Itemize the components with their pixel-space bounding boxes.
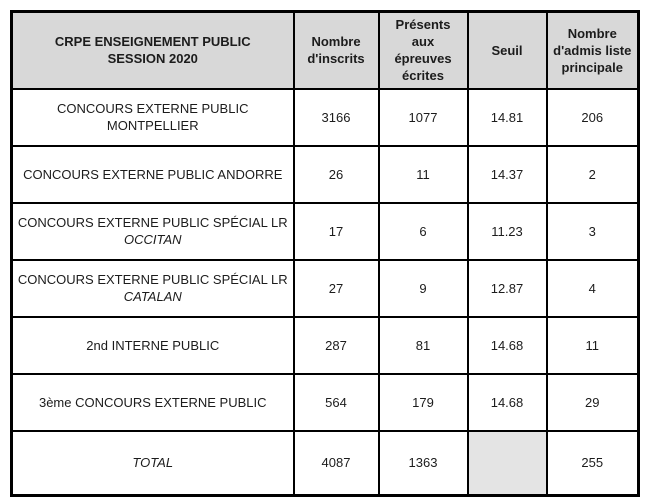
cell-inscrits: 26 <box>292 144 380 204</box>
row-label-cell: CONCOURS EXTERNE PUBLIC MONTPELLIER <box>10 87 295 147</box>
cell-seuil: 11.23 <box>466 201 548 261</box>
row-label-line2: CATALAN <box>123 289 182 305</box>
total-cell-presents: 1363 <box>377 429 469 497</box>
cell-inscrits: 27 <box>292 258 380 318</box>
total-cell-admis: 255 <box>545 429 640 497</box>
cell-seuil: 14.81 <box>466 87 548 147</box>
row-label-cell: CONCOURS EXTERNE PUBLIC SPÉCIAL LR OCCIT… <box>10 201 295 261</box>
row-label-cell: CONCOURS EXTERNE PUBLIC SPÉCIAL LR CATAL… <box>10 258 295 318</box>
column-header-admis: Nombre d'admis liste principale <box>545 10 640 90</box>
cell-inscrits: 3166 <box>292 87 380 147</box>
table-header-row: CRPE ENSEIGNEMENT PUBLIC SESSION 2020 No… <box>10 10 640 90</box>
total-cell-inscrits: 4087 <box>292 429 380 497</box>
column-header-inscrits: Nombre d'inscrits <box>292 10 380 90</box>
cell-admis: 4 <box>545 258 640 318</box>
cell-presents: 6 <box>377 201 469 261</box>
cell-admis: 11 <box>545 315 640 375</box>
cell-inscrits: 287 <box>292 315 380 375</box>
table-row-special-lr-occitan: CONCOURS EXTERNE PUBLIC SPÉCIAL LR OCCIT… <box>10 201 640 261</box>
table-row-3eme-concours: 3ème CONCOURS EXTERNE PUBLIC 564 179 14.… <box>10 372 640 432</box>
row-label-line1: CONCOURS EXTERNE PUBLIC SPÉCIAL LR <box>17 271 288 287</box>
column-header-seuil: Seuil <box>466 10 548 90</box>
cell-presents: 81 <box>377 315 469 375</box>
cell-admis: 29 <box>545 372 640 432</box>
row-label-cell: CONCOURS EXTERNE PUBLIC ANDORRE <box>10 144 295 204</box>
table-row-special-lr-catalan: CONCOURS EXTERNE PUBLIC SPÉCIAL LR CATAL… <box>10 258 640 318</box>
cell-inscrits: 564 <box>292 372 380 432</box>
cell-seuil: 12.87 <box>466 258 548 318</box>
row-label-line1: CONCOURS EXTERNE PUBLIC ANDORRE <box>23 166 283 182</box>
cell-seuil: 14.68 <box>466 315 548 375</box>
table-row-andorre: CONCOURS EXTERNE PUBLIC ANDORRE 26 11 14… <box>10 144 640 204</box>
row-label-line2: MONTPELLIER <box>106 118 199 134</box>
cell-presents: 11 <box>377 144 469 204</box>
table-row-total: TOTAL 4087 1363 255 <box>10 429 640 497</box>
table-row-2nd-interne: 2nd INTERNE PUBLIC 287 81 14.68 11 <box>10 315 640 375</box>
row-label-line2: OCCITAN <box>123 232 182 248</box>
table-title-line1: CRPE ENSEIGNEMENT PUBLIC <box>54 34 251 50</box>
row-label-line1: CONCOURS EXTERNE PUBLIC SPÉCIAL LR <box>17 214 288 230</box>
row-label-line1: 2nd INTERNE PUBLIC <box>86 337 220 353</box>
total-cell-seuil-empty <box>466 429 548 497</box>
row-label-line1: CONCOURS EXTERNE PUBLIC <box>57 100 249 116</box>
cell-admis: 206 <box>545 87 640 147</box>
row-label-cell: 2nd INTERNE PUBLIC <box>10 315 295 375</box>
table-title-cell: CRPE ENSEIGNEMENT PUBLIC SESSION 2020 <box>10 10 295 90</box>
cell-admis: 2 <box>545 144 640 204</box>
total-label-cell: TOTAL <box>10 429 295 497</box>
row-label-line1: 3ème CONCOURS EXTERNE PUBLIC <box>38 394 267 410</box>
cell-presents: 179 <box>377 372 469 432</box>
table-title-line2: SESSION 2020 <box>107 51 198 67</box>
crpe-results-table: CRPE ENSEIGNEMENT PUBLIC SESSION 2020 No… <box>10 10 640 498</box>
cell-seuil: 14.68 <box>466 372 548 432</box>
column-header-presents: Présents aux épreuves écrites <box>377 10 469 90</box>
cell-inscrits: 17 <box>292 201 380 261</box>
table-row-montpellier: CONCOURS EXTERNE PUBLIC MONTPELLIER 3166… <box>10 87 640 147</box>
cell-presents: 1077 <box>377 87 469 147</box>
cell-seuil: 14.37 <box>466 144 548 204</box>
cell-admis: 3 <box>545 201 640 261</box>
cell-presents: 9 <box>377 258 469 318</box>
row-label-cell: 3ème CONCOURS EXTERNE PUBLIC <box>10 372 295 432</box>
